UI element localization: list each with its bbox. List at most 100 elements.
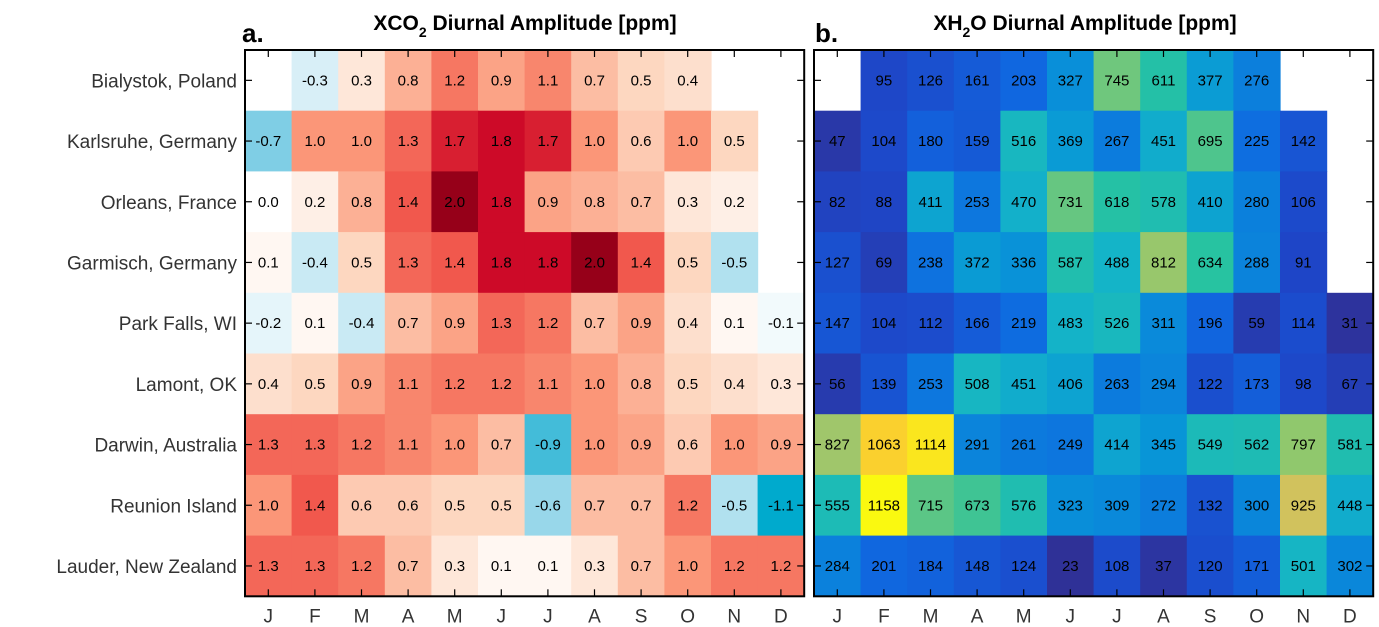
xco2-cell — [291, 171, 339, 233]
xco2-cell — [664, 171, 712, 233]
xco2-cell-value: 1.8 — [491, 133, 512, 150]
xh2o-cell-value: 451 — [1151, 133, 1176, 150]
xco2-cell — [478, 292, 526, 355]
panel-a-title: XCO2 Diurnal Amplitude [ppm] — [373, 12, 676, 40]
xh2o-cell-value: 576 — [1011, 497, 1036, 514]
xco2-cell-value: 0.5 — [444, 497, 465, 514]
xh2o-cell — [1000, 171, 1048, 233]
xco2-cell — [431, 171, 479, 233]
xh2o-cell-value: 147 — [825, 315, 850, 332]
xh2o-cell-value: 148 — [965, 558, 990, 575]
xh2o-cell-value: 562 — [1244, 437, 1269, 454]
xco2-month-label: S — [635, 606, 648, 627]
xco2-cell-value: 0.9 — [351, 376, 372, 393]
xh2o-cell-value: 122 — [1198, 376, 1223, 393]
xh2o-cell — [1233, 353, 1281, 415]
xco2-cell-value: 0.7 — [398, 558, 419, 575]
xco2-cell — [664, 292, 712, 355]
xco2-cell — [245, 171, 293, 233]
xco2-cell-value: 0.3 — [444, 558, 465, 575]
xco2-site-label: Bialystok, Poland — [91, 71, 237, 92]
xh2o-cell-value: 448 — [1337, 497, 1362, 514]
xh2o-cell-value: 501 — [1291, 558, 1316, 575]
xco2-cell-value: 1.1 — [398, 376, 419, 393]
xco2-cell — [711, 232, 759, 294]
xh2o-cell-value: 731 — [1058, 194, 1083, 211]
xco2-cell — [664, 110, 712, 172]
xh2o-cell-value: 23 — [1062, 558, 1079, 575]
xh2o-cell-value: 267 — [1104, 133, 1129, 150]
xco2-cell — [711, 474, 759, 537]
xh2o-cell-value: 95 — [876, 72, 893, 89]
xco2-cell-value: 1.0 — [258, 497, 279, 514]
xh2o-cell-value: 253 — [918, 376, 943, 393]
xco2-cell-value: 1.4 — [444, 254, 465, 271]
xco2-cell — [617, 535, 665, 597]
xco2-cell — [245, 232, 293, 294]
xh2o-cell — [1047, 474, 1095, 537]
xco2-cell — [338, 474, 386, 537]
xh2o-cell — [1047, 232, 1095, 294]
xco2-cell — [571, 171, 619, 233]
xh2o-month-label: N — [1296, 606, 1310, 627]
panel-a-cells — [245, 50, 805, 597]
xco2-cell — [571, 353, 619, 415]
xco2-cell-value: 1.0 — [584, 133, 605, 150]
xh2o-cell — [860, 353, 908, 415]
xco2-cell — [757, 353, 805, 415]
xh2o-cell — [953, 171, 1001, 233]
xh2o-cell-value: 59 — [1248, 315, 1265, 332]
xco2-cell-value: 1.3 — [398, 133, 419, 150]
xh2o-cell-value: 56 — [829, 376, 846, 393]
xh2o-cell — [1140, 353, 1188, 415]
xco2-cell-value: 0.0 — [258, 194, 279, 211]
xh2o-cell — [814, 353, 862, 415]
xco2-cell-value: 0.4 — [258, 376, 279, 393]
xh2o-month-label: O — [1249, 606, 1264, 627]
xco2-cell-value: 0.7 — [491, 437, 512, 454]
xco2-cell — [711, 353, 759, 415]
xco2-cell — [291, 474, 339, 537]
xco2-cell-value: -0.7 — [255, 133, 281, 150]
panel-a-ticks — [245, 50, 805, 597]
xh2o-cell — [1093, 50, 1141, 112]
xco2-cell-value: 0.5 — [351, 254, 372, 271]
xh2o-cell — [1093, 232, 1141, 294]
xh2o-cell-value: 31 — [1342, 315, 1359, 332]
xco2-site-label: Karlsruhe, Germany — [67, 132, 238, 153]
xco2-cell — [431, 292, 479, 355]
xco2-cell — [711, 535, 759, 597]
xco2-cell — [384, 232, 432, 294]
xh2o-month-label: J — [1066, 606, 1076, 627]
xh2o-cell — [1000, 292, 1048, 355]
xh2o-cell — [1233, 50, 1281, 112]
xh2o-cell-value: 249 — [1058, 437, 1083, 454]
xh2o-cell-value: 549 — [1198, 437, 1223, 454]
xh2o-cell — [1326, 292, 1374, 355]
xh2o-cell-value: 120 — [1198, 558, 1223, 575]
xh2o-cell — [1186, 110, 1234, 172]
xh2o-month-label: A — [971, 606, 984, 627]
xco2-cell — [245, 353, 293, 415]
xco2-cell — [431, 414, 479, 476]
xco2-cell — [571, 414, 619, 476]
xh2o-cell-value: 508 — [965, 376, 990, 393]
xh2o-cell — [1047, 535, 1095, 597]
xco2-cell — [245, 414, 293, 476]
xh2o-month-label: F — [878, 606, 890, 627]
xco2-cell-value: 1.3 — [304, 437, 325, 454]
xco2-cell — [291, 414, 339, 476]
xco2-cell — [617, 50, 665, 112]
xco2-cell-value: -0.4 — [349, 315, 375, 332]
xco2-cell-value: 0.4 — [724, 376, 745, 393]
xh2o-cell-value: 184 — [918, 558, 943, 575]
xco2-cell — [711, 414, 759, 476]
xco2-cell-value: 0.1 — [304, 315, 325, 332]
xco2-cell-value: 1.0 — [444, 437, 465, 454]
xco2-cell — [431, 50, 479, 112]
xco2-cell-value: 0.6 — [351, 497, 372, 514]
xh2o-cell-value: 69 — [876, 254, 893, 271]
xh2o-cell-value: 219 — [1011, 315, 1036, 332]
xco2-cell — [617, 292, 665, 355]
